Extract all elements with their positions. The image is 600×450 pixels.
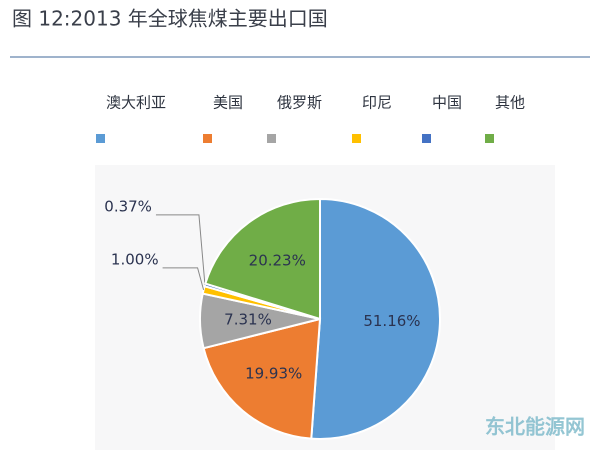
chart-title: 图 12:2013 年全球焦煤主要出口国 — [12, 7, 328, 31]
legend-label: 澳大利亚 — [106, 94, 166, 112]
legend-swatch — [267, 134, 276, 143]
value-label: 1.00% — [111, 250, 159, 268]
watermark: 东北能源网 — [485, 415, 585, 439]
legend-label: 印尼 — [362, 94, 392, 112]
legend-swatch — [203, 134, 212, 143]
legend-label: 美国 — [213, 94, 243, 112]
pie-slice — [202, 317, 322, 440]
leader-line — [155, 214, 206, 285]
legend-swatch — [485, 134, 494, 143]
value-label: 20.23% — [249, 252, 306, 270]
legend-swatch — [352, 134, 361, 143]
pie-slice — [310, 197, 442, 440]
value-label: 51.16% — [363, 312, 420, 330]
legend-swatch — [96, 134, 105, 143]
value-label: 19.93% — [245, 365, 302, 383]
legend-label: 俄罗斯 — [277, 94, 322, 112]
pie-slice — [204, 197, 321, 321]
value-label: 0.37% — [104, 197, 152, 215]
legend-swatch — [422, 134, 431, 143]
legend-label: 中国 — [432, 94, 462, 112]
leader-line — [162, 267, 205, 291]
value-label: 7.31% — [224, 311, 272, 329]
legend-label: 其他 — [495, 94, 525, 112]
